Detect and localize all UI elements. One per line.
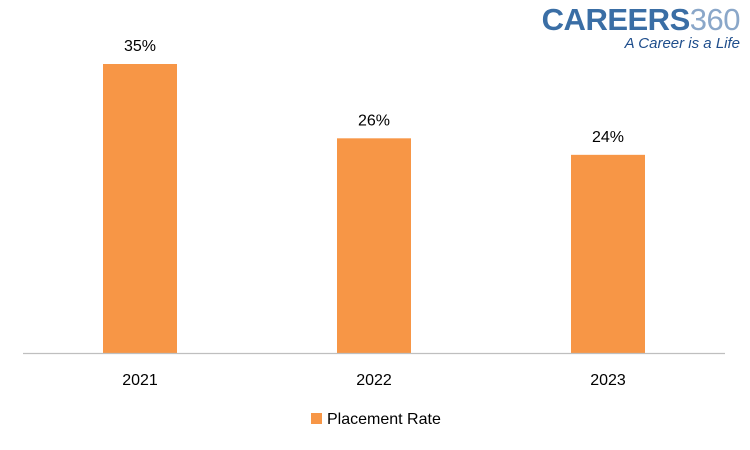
data-label-2022: 26% xyxy=(358,112,390,129)
legend-swatch xyxy=(311,413,322,424)
careers360-logo: CAREERS360 A Career is a Life xyxy=(540,2,741,53)
logo-tagline: A Career is a Life xyxy=(624,35,740,52)
data-label-2023: 24% xyxy=(592,129,624,146)
bar-2021 xyxy=(103,64,177,353)
x-tick-label-2023: 2023 xyxy=(590,372,626,389)
bar-2022 xyxy=(337,138,411,353)
logo-brand: CAREERS xyxy=(541,2,691,37)
data-label-2021: 35% xyxy=(124,38,156,55)
legend-label: Placement Rate xyxy=(327,411,441,428)
bar-2023 xyxy=(571,154,645,353)
logo-wordmark: CAREERS360 xyxy=(540,2,741,37)
x-tick-label-2021: 2021 xyxy=(122,372,158,389)
x-tick-label-2022: 2022 xyxy=(356,372,392,389)
logo-number: 360 xyxy=(689,2,741,37)
